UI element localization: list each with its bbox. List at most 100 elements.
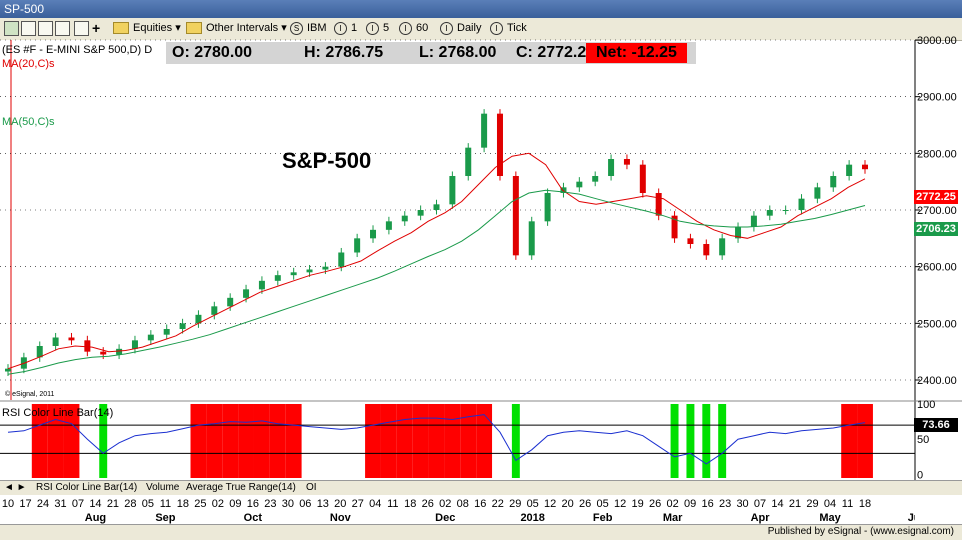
rsi-overbought-bar	[31, 404, 48, 478]
x-day-label: 27	[352, 498, 364, 510]
rsi-overbought-bar	[380, 404, 397, 478]
price-bar	[766, 210, 773, 216]
price-bar	[163, 329, 170, 335]
x-day-label: 05	[527, 498, 539, 510]
price-bar	[671, 215, 678, 239]
chart-icon[interactable]	[4, 21, 21, 36]
price-tick-label: 3000.00	[917, 35, 957, 47]
quote-net: Net: -12.25	[586, 43, 687, 63]
tab-volume[interactable]: Volume	[146, 482, 180, 493]
price-bar	[703, 244, 710, 256]
price-bar	[639, 164, 646, 193]
copyright-text: © eSignal, 2011	[5, 391, 55, 398]
window-titlebar: SP-500	[0, 0, 962, 18]
x-month-label: Oct	[244, 512, 263, 524]
rsi-overbought-bar	[253, 404, 270, 478]
rsi-tick-label: 0	[917, 469, 923, 480]
price-bar	[338, 252, 345, 267]
price-bar	[798, 198, 805, 210]
x-day-label: 21	[107, 498, 119, 510]
footer-text: Published by eSignal - (www.esignal.com)	[767, 526, 954, 537]
x-day-label: 26	[422, 498, 434, 510]
x-day-label: 02	[439, 498, 451, 510]
interval-1-label: 1	[351, 22, 358, 34]
interval-60-button[interactable]: I 60	[399, 21, 428, 36]
tab-rsi[interactable]: RSI Color Line Bar(14)	[36, 482, 138, 493]
x-month-label: May	[819, 512, 841, 524]
price-bar	[623, 159, 630, 165]
daily-button[interactable]: I Daily	[440, 21, 481, 36]
price-bar	[496, 113, 503, 176]
x-month-label: Nov	[330, 512, 352, 524]
x-day-label: 06	[299, 498, 311, 510]
rsi-line	[7, 414, 866, 465]
equities-menu[interactable]: Equities ▾	[113, 21, 181, 36]
x-day-label: 05	[142, 498, 154, 510]
x-day-label: 16	[701, 498, 713, 510]
chart-title: S&P-500	[282, 148, 372, 173]
x-month-label: Apr	[751, 512, 771, 524]
x-day-label: 07	[72, 498, 84, 510]
rsi-overbought-bar	[460, 404, 477, 478]
symbol-button[interactable]: S IBM	[290, 21, 327, 36]
price-bar	[322, 266, 329, 270]
x-day-label: 04	[824, 498, 836, 510]
tab-atr[interactable]: Average True Range(14)	[186, 482, 296, 493]
ma50-line	[7, 189, 866, 375]
copy-icon[interactable]	[55, 21, 72, 36]
x-day-label: 26	[579, 498, 591, 510]
price-bar	[116, 348, 123, 355]
price-bar	[195, 314, 202, 324]
price-bar	[306, 269, 313, 273]
price-bar	[243, 289, 250, 298]
rsi-oversold-bar	[686, 404, 695, 478]
page-icon[interactable]	[38, 21, 55, 36]
rsi-tick-label: 100	[917, 399, 935, 411]
price-bar	[147, 334, 154, 341]
interval-60-label: 60	[416, 22, 429, 34]
i-icon: I	[440, 21, 453, 35]
x-day-label: 30	[282, 498, 294, 510]
price-bar	[131, 340, 138, 349]
price-bar	[560, 187, 567, 193]
x-day-label: 20	[334, 498, 346, 510]
x-day-label: 21	[789, 498, 801, 510]
tab-prev-icon[interactable]: ◄ ►	[4, 482, 27, 493]
x-month-label: Sep	[155, 512, 175, 524]
properties-icon[interactable]	[74, 21, 91, 36]
intervals-menu[interactable]: Other Intervals ▾	[186, 21, 287, 36]
x-day-label: 02	[212, 498, 224, 510]
i-icon: I	[490, 21, 503, 35]
symbol-button-label: IBM	[307, 22, 327, 34]
x-day-label: 16	[247, 498, 259, 510]
x-day-label: 09	[684, 498, 696, 510]
tick-button[interactable]: I Tick	[490, 21, 527, 36]
layout-icon[interactable]	[21, 21, 38, 36]
rsi-oversold-bar	[511, 404, 520, 478]
price-bar	[179, 323, 186, 329]
rsi-overbought-bar	[269, 404, 286, 478]
add-icon[interactable]: +	[92, 20, 101, 36]
x-axis: 10 17 24 31 07 14 21 28 05 11 18 25 02 09 16 23 30 06 13 20…	[2, 498, 915, 524]
price-chart[interactable]: 3000.00 2900.00 2800.00 2700.00 2600.00 2500.…	[0, 0, 962, 480]
price-bar	[258, 280, 265, 290]
s-icon: S	[290, 21, 303, 35]
rsi-oversold-bar	[99, 404, 108, 478]
price-bar	[290, 272, 297, 276]
price-bar	[750, 215, 757, 227]
x-day-label: 11	[842, 498, 853, 510]
price-bar	[417, 210, 424, 216]
tab-oi[interactable]: OI	[306, 482, 317, 493]
price-tick-label: 2600.00	[917, 262, 957, 274]
price-tick-label: 2900.00	[917, 92, 957, 104]
rsi-oversold-bar	[670, 404, 679, 478]
price-bar	[385, 221, 392, 230]
x-day-label: 20	[562, 498, 574, 510]
rsi-overbought-bar	[238, 404, 254, 478]
rsi-tick-label: 50	[917, 434, 929, 446]
x-day-label: 08	[457, 498, 469, 510]
quote-open: O: 2780.00	[172, 44, 253, 61]
x-day-label: 26	[649, 498, 661, 510]
